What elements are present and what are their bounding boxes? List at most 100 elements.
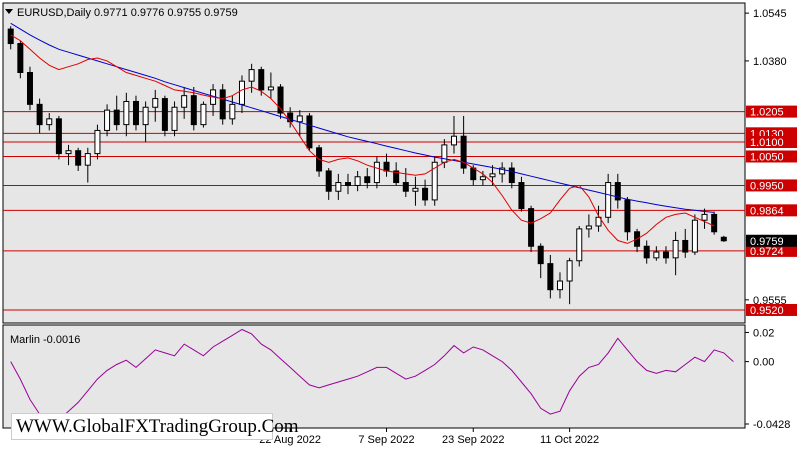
- ma-slow-line: [10, 22, 715, 213]
- candle-body: [720, 236, 727, 242]
- candle-body: [422, 187, 429, 201]
- candle-body: [344, 182, 351, 186]
- candle-body: [499, 167, 506, 175]
- candle-body: [479, 176, 486, 181]
- candle-body: [94, 129, 101, 155]
- candle-body: [489, 173, 496, 178]
- candle-body: [605, 182, 612, 218]
- candle-body: [65, 150, 72, 155]
- level-tag: [746, 303, 797, 316]
- last-price-tag: [746, 234, 797, 247]
- level-tag: [746, 244, 797, 257]
- candle-body: [84, 153, 91, 166]
- oscillator-line: [10, 328, 734, 427]
- candle-body: [142, 106, 149, 126]
- candle-body: [508, 167, 515, 184]
- dropdown-triangle-icon: [5, 9, 13, 14]
- time-tick-label: 22 Aug 2022: [259, 434, 321, 446]
- candle-body: [585, 225, 592, 230]
- time-tick-label: 23 Sep 2022: [442, 434, 504, 446]
- level-label: 0.9724: [750, 246, 784, 258]
- candle-body: [335, 182, 342, 192]
- candle-body: [528, 208, 535, 247]
- candle-body: [123, 100, 130, 126]
- level-label: 0.9950: [750, 180, 784, 192]
- candle-body: [518, 182, 525, 210]
- candle-body: [402, 182, 409, 192]
- candle-body: [229, 103, 236, 120]
- level-label: 1.0205: [750, 107, 784, 119]
- watermark-banner: WWW.GlobalFXTradingGroup.Com: [11, 413, 299, 440]
- candle-body: [325, 170, 332, 192]
- candle-body: [460, 135, 467, 169]
- candle-body: [470, 167, 477, 181]
- candle-body: [653, 251, 660, 259]
- candle-body: [537, 245, 544, 265]
- candle-body: [691, 219, 698, 253]
- candle-body: [219, 89, 226, 120]
- price-tick-label: 0.9555: [753, 295, 787, 307]
- level-label: 0.9520: [750, 305, 784, 317]
- candle-body: [383, 161, 390, 172]
- candle-body: [701, 213, 708, 221]
- candle-body: [75, 150, 82, 166]
- candle-body: [431, 161, 438, 201]
- candle-body: [296, 115, 303, 123]
- candle-body: [171, 106, 178, 131]
- candle-body: [161, 98, 168, 131]
- candle-body: [17, 43, 24, 74]
- price-tick-label: 1.0545: [753, 8, 787, 20]
- candle-body: [595, 216, 602, 227]
- candle-body: [643, 245, 650, 259]
- time-tick-label: 7 Sep 2022: [358, 434, 414, 446]
- candle-body: [190, 95, 197, 126]
- candle-body: [364, 176, 371, 184]
- candle-body: [711, 213, 718, 233]
- time-tick-label: 11 Oct 2022: [540, 434, 599, 446]
- candle-body: [113, 109, 120, 126]
- level-tag: [746, 204, 797, 217]
- candle-body: [238, 80, 245, 105]
- candle-body: [26, 72, 33, 105]
- candle-body: [576, 228, 583, 262]
- candle-body: [393, 170, 400, 184]
- ma-fast-line: [10, 34, 715, 244]
- candle-body: [55, 118, 62, 155]
- level-tag: [746, 136, 797, 149]
- candle-body: [132, 100, 139, 126]
- candle-body: [200, 103, 207, 126]
- candle-body: [682, 239, 689, 253]
- candle-body: [556, 280, 563, 291]
- candle-body: [662, 251, 669, 259]
- candle-body: [354, 176, 361, 186]
- candle-body: [566, 260, 573, 282]
- candle-body: [36, 103, 43, 126]
- candle-body: [277, 86, 284, 114]
- candle-body: [267, 86, 274, 91]
- price-header: EURUSD,Daily 0.9771 0.9776 0.9755 0.9759: [17, 7, 238, 19]
- candle-body: [672, 239, 679, 259]
- last-price-label: 0.9759: [750, 236, 784, 248]
- level-label: 1.0100: [750, 137, 784, 149]
- candle-body: [614, 182, 621, 201]
- price-tick-label: 1.0380: [753, 56, 787, 68]
- oscillator-tick-label: 0.02: [753, 327, 774, 339]
- candle-body: [248, 69, 255, 82]
- oscillator-tick-label: -0.0428: [753, 419, 790, 431]
- oscillator-label: Marlin -0.0016: [10, 334, 80, 346]
- level-tag: [746, 105, 797, 118]
- candle-body: [152, 98, 159, 108]
- candle-body: [306, 115, 313, 149]
- level-tag: [746, 179, 797, 192]
- level-tag: [746, 150, 797, 163]
- candle-body: [46, 118, 53, 126]
- candle-body: [373, 161, 380, 184]
- level-label: 0.9864: [750, 205, 784, 217]
- candle-body: [258, 69, 265, 91]
- candle-body: [104, 109, 111, 131]
- candle-body: [624, 199, 631, 233]
- oscillator-tick-label: 0.00: [753, 357, 774, 369]
- candle-body: [412, 187, 419, 192]
- candle-body: [441, 144, 448, 163]
